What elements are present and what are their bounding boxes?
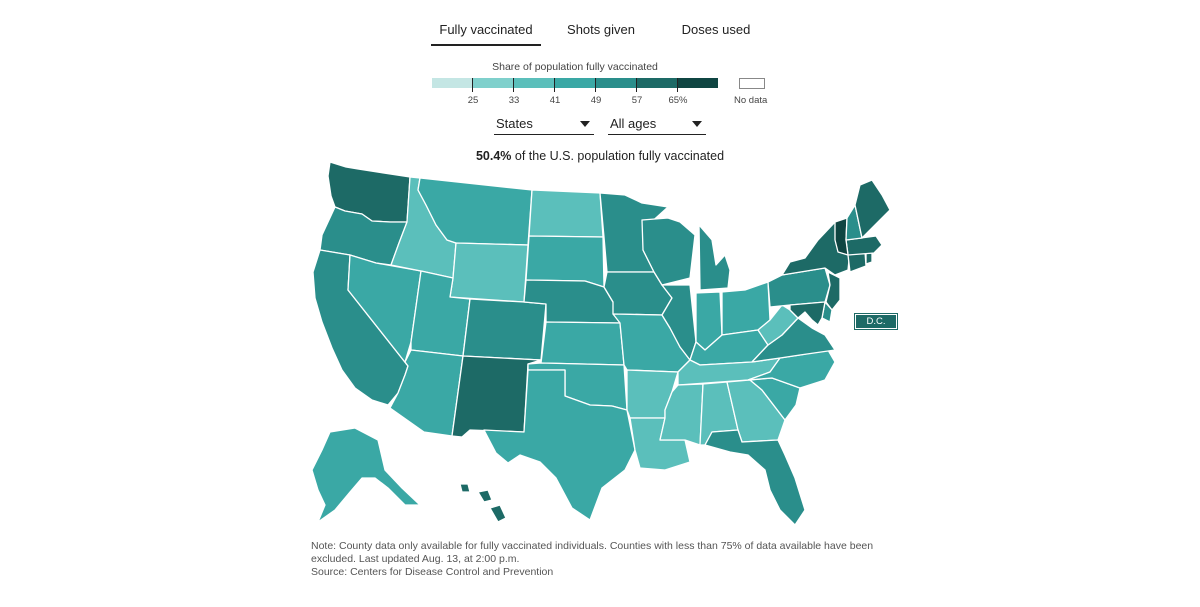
legend-tick-label: 49 bbox=[590, 95, 602, 106]
legend-title: Share of population fully vaccinated bbox=[492, 61, 658, 73]
legend-tick bbox=[472, 78, 473, 92]
geography-select[interactable]: States bbox=[494, 115, 594, 135]
chevron-down-icon bbox=[580, 121, 590, 127]
legend-tick bbox=[677, 78, 678, 92]
legend-tick bbox=[513, 78, 514, 92]
state-pa[interactable] bbox=[767, 267, 831, 308]
note-line: excluded. Last updated Aug. 13, at 2:00 … bbox=[311, 553, 520, 565]
chevron-down-icon bbox=[692, 121, 702, 127]
legend-swatch bbox=[554, 78, 596, 88]
legend-tick-label: 57 bbox=[631, 95, 643, 106]
state-nv[interactable] bbox=[347, 254, 422, 367]
tab-shots-given[interactable]: Shots given bbox=[567, 22, 635, 37]
age-select-value: All ages bbox=[610, 116, 657, 131]
age-select[interactable]: All ages bbox=[608, 115, 706, 135]
footnote: Note: County data only available for ful… bbox=[311, 540, 891, 579]
legend-swatch bbox=[432, 78, 473, 88]
legend-tick bbox=[636, 78, 637, 92]
tab-doses-used[interactable]: Doses used bbox=[681, 22, 751, 37]
note-line: Note: County data only available for ful… bbox=[311, 540, 874, 552]
state-mi[interactable] bbox=[698, 224, 731, 291]
no-data-label: No data bbox=[734, 95, 768, 106]
no-data-swatch bbox=[739, 78, 765, 89]
state-ks[interactable] bbox=[540, 321, 625, 366]
state-nd[interactable] bbox=[528, 189, 604, 238]
legend-swatch bbox=[513, 78, 555, 88]
source-line: Source: Centers for Disease Control and … bbox=[311, 566, 554, 578]
legend-tick-label: 33 bbox=[508, 95, 520, 106]
state-fl[interactable] bbox=[704, 429, 806, 526]
dc-badge[interactable]: D.C. bbox=[855, 314, 897, 329]
state-co[interactable] bbox=[462, 298, 547, 361]
legend-swatch bbox=[595, 78, 637, 88]
state-wi[interactable] bbox=[641, 217, 696, 286]
geography-select-value: States bbox=[496, 116, 533, 131]
state-ak[interactable] bbox=[311, 427, 421, 523]
state-hi[interactable] bbox=[459, 483, 507, 523]
state-tx[interactable] bbox=[483, 369, 636, 521]
legend-swatch bbox=[472, 78, 514, 88]
legend-swatch bbox=[677, 78, 719, 88]
state-sd[interactable] bbox=[525, 235, 605, 288]
headline-value: 50.4% bbox=[475, 149, 512, 163]
metric-tabs: Fully vaccinated Shots given Doses used bbox=[425, 22, 765, 46]
legend-tick bbox=[595, 78, 596, 92]
legend-tick-label: 25 bbox=[467, 95, 479, 106]
state-il[interactable] bbox=[661, 284, 697, 361]
tab-fully-vaccinated[interactable]: Fully vaccinated bbox=[431, 22, 541, 46]
state-md[interactable] bbox=[789, 301, 826, 326]
legend-color-scale bbox=[432, 78, 719, 88]
us-choropleth-map bbox=[311, 161, 891, 526]
state-me[interactable] bbox=[854, 179, 891, 239]
legend-tick-label: 41 bbox=[549, 95, 561, 106]
legend-tick-label: 65% bbox=[668, 95, 688, 106]
headline: 50.4% of the U.S. population fully vacci… bbox=[300, 149, 900, 163]
state-wy[interactable] bbox=[449, 242, 529, 303]
legend-swatch bbox=[636, 78, 678, 88]
headline-text: of the U.S. population fully vaccinated bbox=[511, 149, 725, 163]
legend-tick bbox=[554, 78, 555, 92]
